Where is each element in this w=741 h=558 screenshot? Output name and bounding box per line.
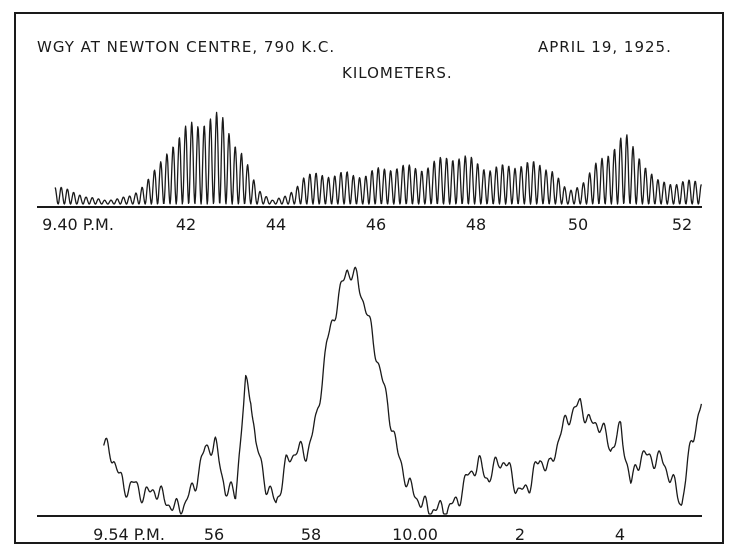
x-tick-label-top: 9.40 P.M.	[42, 215, 114, 234]
x-tick-label-bottom: 2	[515, 525, 525, 544]
x-tick-label-top: 46	[366, 215, 386, 234]
series-line-bottom	[103, 266, 703, 515]
plate-frame	[14, 12, 724, 544]
chart-subtitle: KILOMETERS.	[342, 64, 453, 82]
x-tick-label-bottom: 4	[615, 525, 625, 544]
x-tick-label-top: 48	[466, 215, 486, 234]
series-line-top	[54, 111, 702, 205]
chart-title: WGY AT NEWTON CENTRE, 790 K.C.	[37, 38, 336, 56]
x-tick-label-top: 44	[266, 215, 286, 234]
x-tick-label-top: 52	[672, 215, 692, 234]
x-tick-label-bottom: 10.00	[392, 525, 438, 544]
x-tick-label-bottom: 58	[301, 525, 321, 544]
x-tick-label-bottom: 9.54 P.M.	[93, 525, 165, 544]
x-tick-label-top: 42	[176, 215, 196, 234]
x-tick-label-bottom: 56	[204, 525, 224, 544]
x-tick-label-top: 50	[568, 215, 588, 234]
chart-date: APRIL 19, 1925.	[538, 38, 672, 56]
